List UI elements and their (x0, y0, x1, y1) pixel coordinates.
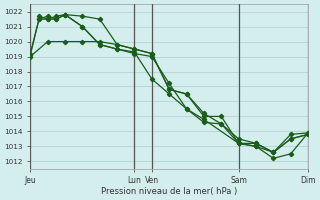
X-axis label: Pression niveau de la mer( hPa ): Pression niveau de la mer( hPa ) (101, 187, 237, 196)
